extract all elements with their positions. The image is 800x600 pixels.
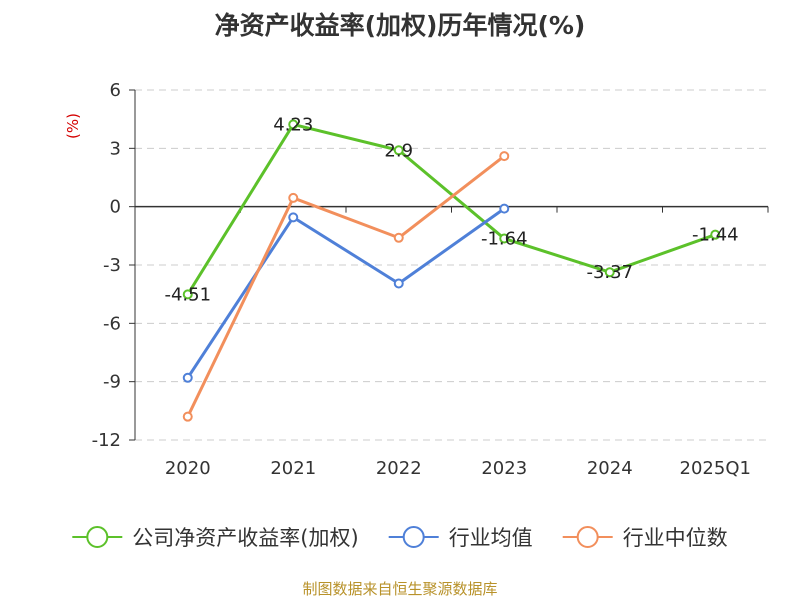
data-point (182, 289, 193, 300)
data-point (393, 278, 404, 289)
y-tick-label: -12 (92, 430, 121, 451)
y-tick-label: 3 (110, 138, 121, 159)
series-line-1 (186, 122, 716, 296)
data-point (604, 267, 615, 278)
legend-item-label: 公司净资产收益率(加权) (132, 526, 358, 550)
x-tick-label: 2021 (270, 458, 316, 479)
data-label: -1.64 (481, 229, 528, 250)
x-tick-label: 2024 (587, 458, 633, 479)
data-label: 2.9 (384, 140, 413, 161)
data-point (393, 145, 404, 156)
y-tick-label: -3 (103, 255, 121, 276)
x-tick-label: 2020 (165, 458, 211, 479)
y-axis-unit-label: (%) (64, 113, 82, 139)
data-point (499, 151, 510, 162)
series-line-3 (186, 154, 506, 418)
x-tick-label: 2025Q1 (680, 458, 751, 479)
axis-layer: 6 3 0 -3 -6 -9 -12 2020 2021 2022 2023 2024 2025Q1 (%… (64, 80, 769, 479)
data-point (182, 411, 193, 422)
legend: 公司净资产收益率(加权) 行业均值 行业中位数 (72, 526, 728, 550)
chart-title: 净资产收益率(加权)历年情况(%) (214, 11, 586, 40)
data-label: 4.23 (273, 114, 313, 135)
grid-layer (135, 89, 768, 441)
data-point (499, 203, 510, 214)
y-tick-label: -9 (103, 372, 121, 393)
series-layer (182, 119, 721, 422)
data-point (393, 232, 404, 243)
legend-circle-icon (402, 526, 425, 548)
legend-circle-icon (576, 526, 599, 548)
data-source-note: 制图数据来自恒生聚源数据库 (302, 580, 498, 598)
x-tick-label: 2022 (376, 458, 422, 479)
legend-circle-icon (86, 526, 109, 548)
data-point (710, 229, 721, 240)
legend-item-label: 行业中位数 (623, 526, 728, 550)
series-line-2 (186, 207, 506, 379)
x-tick-label: 2023 (481, 458, 527, 479)
data-label: -1.44 (692, 225, 739, 246)
data-point (288, 119, 299, 130)
y-tick-label: 0 (110, 197, 121, 218)
data-point (182, 372, 193, 383)
data-label: -4.51 (164, 284, 211, 305)
y-tick-label: 6 (110, 80, 121, 101)
data-label-layer: -4.51 4.23 2.9 -1.64 -3.37 -1.44 (164, 114, 738, 305)
y-tick-label: -6 (103, 313, 121, 334)
data-point (288, 192, 299, 203)
data-label: -3.37 (586, 262, 633, 283)
data-point (499, 233, 510, 244)
legend-item-label: 行业均值 (449, 526, 533, 550)
data-point (288, 212, 299, 223)
